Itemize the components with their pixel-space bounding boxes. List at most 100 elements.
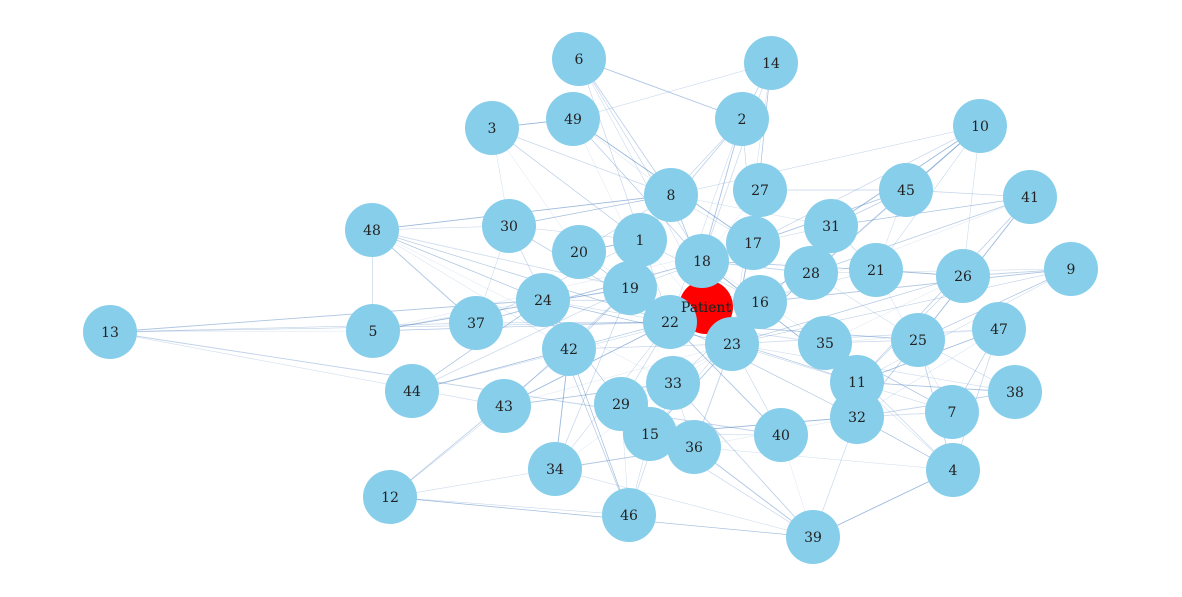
node-circle[interactable] <box>542 322 596 376</box>
node-48[interactable]: 48 <box>345 203 399 257</box>
node-23[interactable]: 23 <box>705 317 759 371</box>
node-39[interactable]: 39 <box>786 510 840 564</box>
node-20[interactable]: 20 <box>552 225 606 279</box>
node-label: 49 <box>564 112 582 128</box>
node-circle[interactable] <box>798 316 852 370</box>
node-circle[interactable] <box>482 199 536 253</box>
node-circle[interactable] <box>988 365 1042 419</box>
node-17[interactable]: 17 <box>726 216 780 270</box>
node-patient-label-overlay: Patient <box>681 300 732 316</box>
node-circle[interactable] <box>465 101 519 155</box>
node-circle[interactable] <box>346 304 400 358</box>
node-circle[interactable] <box>726 216 780 270</box>
node-circle[interactable] <box>754 408 808 462</box>
node-43[interactable]: 43 <box>477 379 531 433</box>
node-circle[interactable] <box>546 92 600 146</box>
node-40[interactable]: 40 <box>754 408 808 462</box>
node-1[interactable]: 1 <box>613 213 667 267</box>
node-circle[interactable] <box>477 379 531 433</box>
node-circle[interactable] <box>449 296 503 350</box>
node-circle[interactable] <box>830 390 884 444</box>
node-16[interactable]: 16 <box>733 275 787 329</box>
node-47[interactable]: 47 <box>972 302 1026 356</box>
node-9[interactable]: 9 <box>1044 242 1098 296</box>
node-circle[interactable] <box>646 356 700 410</box>
node-circle[interactable] <box>1044 242 1098 296</box>
node-circle[interactable] <box>733 275 787 329</box>
node-46[interactable]: 46 <box>602 488 656 542</box>
node-19[interactable]: 19 <box>603 261 657 315</box>
node-circle[interactable] <box>926 443 980 497</box>
node-circle[interactable] <box>786 510 840 564</box>
node-circle[interactable] <box>643 295 697 349</box>
node-18[interactable]: 18 <box>675 234 729 288</box>
node-3[interactable]: 3 <box>465 101 519 155</box>
node-circle[interactable] <box>715 92 769 146</box>
node-21[interactable]: 21 <box>849 243 903 297</box>
node-35[interactable]: 35 <box>798 316 852 370</box>
node-2[interactable]: 2 <box>715 92 769 146</box>
node-37[interactable]: 37 <box>449 296 503 350</box>
node-circle[interactable] <box>644 168 698 222</box>
node-14[interactable]: 14 <box>744 36 798 90</box>
node-27[interactable]: 27 <box>733 163 787 217</box>
node-circle[interactable] <box>602 488 656 542</box>
node-circle[interactable] <box>363 470 417 524</box>
node-7[interactable]: 7 <box>925 385 979 439</box>
node-circle[interactable] <box>936 249 990 303</box>
node-circle[interactable] <box>552 225 606 279</box>
node-5[interactable]: 5 <box>346 304 400 358</box>
node-12[interactable]: 12 <box>363 470 417 524</box>
node-10[interactable]: 10 <box>953 99 1007 153</box>
node-circle[interactable] <box>667 420 721 474</box>
node-circle[interactable] <box>804 199 858 253</box>
edge-43-23 <box>503 343 733 407</box>
node-circle[interactable] <box>516 273 570 327</box>
node-28[interactable]: 28 <box>784 246 838 300</box>
node-33[interactable]: 33 <box>646 356 700 410</box>
node-26[interactable]: 26 <box>936 249 990 303</box>
node-31[interactable]: 31 <box>804 199 858 253</box>
node-circle[interactable] <box>784 246 838 300</box>
node-circle[interactable] <box>528 442 582 496</box>
node-24[interactable]: 24 <box>516 273 570 327</box>
node-29[interactable]: 29 <box>594 377 648 431</box>
node-circle[interactable] <box>603 261 657 315</box>
node-circle[interactable] <box>953 99 1007 153</box>
node-41[interactable]: 41 <box>1003 170 1057 224</box>
node-45[interactable]: 45 <box>879 163 933 217</box>
node-42[interactable]: 42 <box>542 322 596 376</box>
node-44[interactable]: 44 <box>385 364 439 418</box>
node-6[interactable]: 6 <box>552 32 606 86</box>
node-circle[interactable] <box>385 364 439 418</box>
node-circle[interactable] <box>849 243 903 297</box>
node-label: 1 <box>636 233 645 249</box>
node-8[interactable]: 8 <box>644 168 698 222</box>
node-22[interactable]: 22 <box>643 295 697 349</box>
node-circle[interactable] <box>972 302 1026 356</box>
node-circle[interactable] <box>552 32 606 86</box>
node-circle[interactable] <box>613 213 667 267</box>
node-38[interactable]: 38 <box>988 365 1042 419</box>
node-32[interactable]: 32 <box>830 390 884 444</box>
node-circle[interactable] <box>1003 170 1057 224</box>
node-circle[interactable] <box>83 305 137 359</box>
node-13[interactable]: 13 <box>83 305 137 359</box>
node-circle[interactable] <box>733 163 787 217</box>
node-circle[interactable] <box>891 313 945 367</box>
node-34[interactable]: 34 <box>528 442 582 496</box>
node-circle[interactable] <box>925 385 979 439</box>
node-label: 20 <box>570 245 588 261</box>
node-circle[interactable] <box>879 163 933 217</box>
node-circle[interactable] <box>594 377 648 431</box>
node-25[interactable]: 25 <box>891 313 945 367</box>
node-circle[interactable] <box>744 36 798 90</box>
node-30[interactable]: 30 <box>482 199 536 253</box>
node-circle[interactable] <box>345 203 399 257</box>
node-4[interactable]: 4 <box>926 443 980 497</box>
node-49[interactable]: 49 <box>546 92 600 146</box>
node-label: 45 <box>897 183 915 199</box>
node-36[interactable]: 36 <box>667 420 721 474</box>
node-circle[interactable] <box>705 317 759 371</box>
node-circle[interactable] <box>675 234 729 288</box>
